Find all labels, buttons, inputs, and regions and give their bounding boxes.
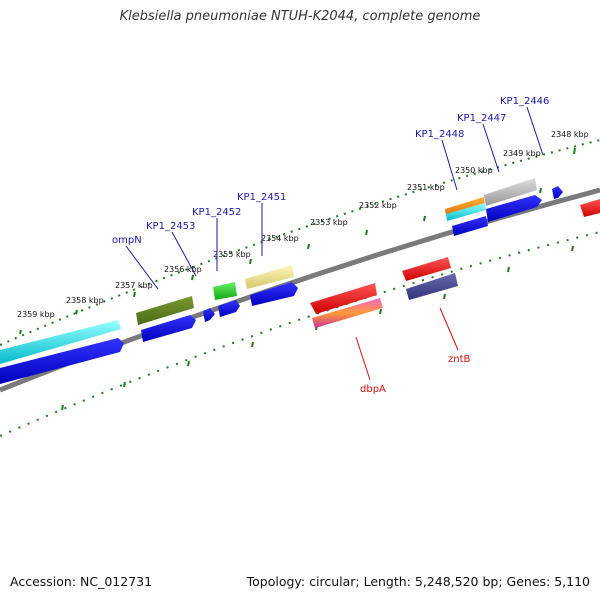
gene-feature[interactable] <box>484 178 537 206</box>
map-title: Klebsiella pneumoniae NTUH-K2044, comple… <box>119 9 481 24</box>
gene-feature[interactable] <box>452 216 488 236</box>
tick-labels: 2348 kbp 2349 kbp 2350 kbp 2351 kbp 2352… <box>17 130 589 319</box>
tick-label: 2351 kbp <box>407 183 445 192</box>
tick-label: 2356 kbp <box>164 265 202 274</box>
gene-labels: KP1_2446 KP1_2447 KP1_2448 KP1_2451 KP1_… <box>112 96 549 395</box>
gene-feature[interactable] <box>136 296 194 325</box>
gene-feature[interactable] <box>310 283 377 314</box>
gene-feature[interactable] <box>402 257 451 281</box>
gene-feature[interactable] <box>141 315 196 342</box>
tick-label: 2359 kbp <box>17 310 55 319</box>
gene-feature[interactable] <box>580 199 600 217</box>
tick-label: 2352 kbp <box>359 201 397 210</box>
genome-summary-text: Topology: circular; Length: 5,248,520 bp… <box>246 574 590 589</box>
forward-features <box>0 178 563 384</box>
gene-feature[interactable] <box>250 282 298 306</box>
reverse-features <box>310 199 600 328</box>
gene-label[interactable]: KP1_2451 <box>237 192 286 203</box>
tick-label: 2357 kbp <box>115 281 153 290</box>
outer-ruler <box>0 139 600 346</box>
tick-label: 2354 kbp <box>261 234 299 243</box>
gene-feature[interactable] <box>552 186 563 199</box>
gene-label[interactable]: KP1_2453 <box>146 221 195 232</box>
gene-feature[interactable] <box>218 300 240 317</box>
inner-ruler <box>0 231 600 437</box>
gene-label[interactable]: KP1_2452 <box>192 207 241 218</box>
gene-feature[interactable] <box>446 203 486 221</box>
gene-label[interactable]: ompN <box>112 235 142 246</box>
gene-feature[interactable] <box>245 265 294 289</box>
gene-feature[interactable] <box>406 273 458 300</box>
tick-label: 2355 kbp <box>213 250 251 259</box>
gene-feature[interactable] <box>213 282 237 300</box>
label-leader-lines <box>125 106 544 381</box>
gene-label[interactable]: zntB <box>448 354 471 365</box>
gene-feature[interactable] <box>0 338 124 384</box>
accession-text: Accession: NC_012731 <box>10 574 153 589</box>
gene-feature[interactable] <box>203 308 215 322</box>
gene-label[interactable]: dbpA <box>360 384 386 395</box>
tick-label: 2350 kbp <box>455 166 493 175</box>
tick-label: 2349 kbp <box>503 149 541 158</box>
gene-feature[interactable] <box>445 197 485 216</box>
gene-feature[interactable] <box>486 195 542 222</box>
tick-label: 2348 kbp <box>551 130 589 139</box>
gene-label[interactable]: KP1_2448 <box>415 129 464 140</box>
gene-label[interactable]: KP1_2446 <box>500 96 549 107</box>
gene-label[interactable]: KP1_2447 <box>457 113 506 124</box>
gene-feature[interactable] <box>312 298 383 328</box>
gene-feature[interactable] <box>0 320 121 364</box>
tick-label: 2353 kbp <box>310 218 348 227</box>
tick-label: 2358 kbp <box>66 296 104 305</box>
